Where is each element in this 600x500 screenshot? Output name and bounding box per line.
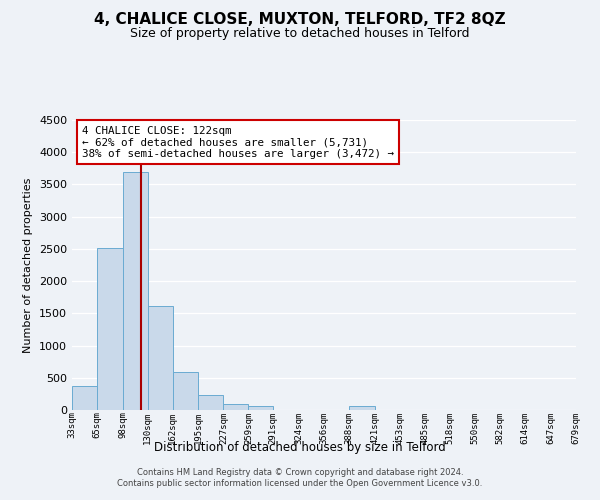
Text: Size of property relative to detached houses in Telford: Size of property relative to detached ho… <box>130 28 470 40</box>
Bar <box>349 406 375 410</box>
Bar <box>97 248 123 410</box>
Y-axis label: Number of detached properties: Number of detached properties <box>23 178 34 352</box>
Bar <box>248 406 273 410</box>
Bar <box>199 394 223 410</box>
Text: Contains HM Land Registry data © Crown copyright and database right 2024.
Contai: Contains HM Land Registry data © Crown c… <box>118 468 482 487</box>
Bar <box>173 372 199 410</box>
Bar <box>223 404 248 410</box>
Bar <box>123 172 148 410</box>
Text: Distribution of detached houses by size in Telford: Distribution of detached houses by size … <box>154 441 446 454</box>
Bar <box>72 386 97 410</box>
Text: 4, CHALICE CLOSE, MUXTON, TELFORD, TF2 8QZ: 4, CHALICE CLOSE, MUXTON, TELFORD, TF2 8… <box>94 12 506 28</box>
Bar <box>148 306 173 410</box>
Text: 4 CHALICE CLOSE: 122sqm
← 62% of detached houses are smaller (5,731)
38% of semi: 4 CHALICE CLOSE: 122sqm ← 62% of detache… <box>82 126 394 159</box>
